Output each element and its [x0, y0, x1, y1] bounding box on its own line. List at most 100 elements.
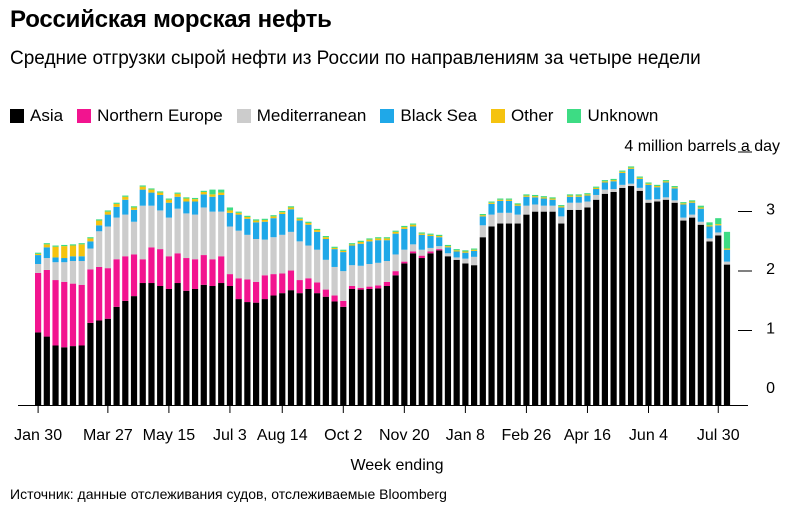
bar-segment: [645, 202, 652, 405]
legend-item: Other: [490, 106, 553, 126]
bar-segment: [209, 286, 216, 405]
bar-segment: [96, 320, 103, 405]
bar-segment: [505, 200, 513, 213]
bar-segment: [253, 239, 260, 282]
legend-swatch: [236, 109, 251, 123]
bar-segment: [671, 200, 678, 203]
bar-segment: [366, 288, 373, 405]
bar-segment: [287, 209, 295, 232]
bar-segment: [584, 195, 591, 202]
bar-segment: [314, 249, 321, 283]
bar-segment: [322, 289, 329, 297]
bar-segment: [261, 218, 268, 220]
bar-segment: [183, 197, 190, 199]
bar-segment: [61, 246, 68, 259]
bar-segment: [279, 214, 286, 235]
x-tick-label: Jul 3: [213, 427, 247, 444]
bar-segment: [331, 295, 338, 302]
bar-segment: [340, 249, 347, 251]
bar-segment: [697, 224, 704, 405]
bar-segment: [96, 225, 103, 232]
bar-segment: [654, 187, 661, 200]
bar-segment: [348, 286, 356, 289]
bar-segment: [287, 290, 295, 405]
bar-segment: [497, 200, 504, 213]
bar-segment: [409, 226, 417, 245]
chart-title: Российская морская нефть: [10, 6, 332, 33]
bar-segment: [43, 336, 50, 405]
bar-segment: [680, 217, 687, 221]
bar-segment: [130, 221, 138, 255]
bar-segment: [174, 192, 181, 194]
bar-segment: [523, 205, 530, 215]
bar-segment: [689, 201, 696, 203]
bar-segment: [593, 199, 600, 405]
bar-segment: [471, 249, 478, 251]
bar-segment: [287, 207, 295, 210]
bar-segment: [383, 238, 390, 241]
bar-segment: [357, 243, 364, 266]
bar-segment: [610, 178, 617, 181]
bar-segment: [261, 299, 268, 405]
bar-segment: [418, 234, 425, 250]
bar-segment: [43, 244, 50, 248]
bar-segment: [331, 266, 338, 296]
bar-segment: [697, 208, 704, 222]
bar-segment: [549, 197, 556, 199]
bar-segment: [87, 237, 94, 239]
bar-segment: [453, 249, 460, 251]
bar-segment: [78, 243, 85, 245]
axes-layer: 0 1 2 3 4 million barrels a day Jan 30 Mar 27 M…: [14, 138, 780, 474]
bar-segment: [69, 256, 77, 262]
bar-segment: [122, 199, 129, 215]
x-tick-label: Nov 20: [379, 427, 430, 444]
bar-segment: [610, 191, 617, 405]
bar-segment: [348, 265, 356, 286]
bar-segment: [61, 262, 68, 282]
bar-segment: [148, 189, 155, 193]
bar-segment: [296, 220, 303, 242]
bar-segment: [593, 194, 600, 200]
bar-segment: [392, 230, 399, 232]
bar-segment: [78, 284, 85, 346]
bar-segment: [69, 283, 77, 347]
bar-segment: [427, 251, 434, 254]
bar-segment: [270, 215, 277, 217]
bar-segment: [218, 189, 225, 193]
bar-segment: [357, 241, 364, 244]
bar-segment: [540, 198, 547, 206]
bar-segment: [662, 197, 670, 200]
legend-item: Unknown: [567, 106, 658, 126]
bar-segment: [113, 306, 120, 405]
bar-segment: [366, 238, 373, 240]
bar-segment: [122, 256, 129, 301]
bar-segment: [488, 202, 495, 204]
bar-segment: [671, 187, 678, 189]
bar-segment: [78, 261, 85, 285]
legend-item: Asia: [10, 106, 63, 126]
bar-segment: [488, 226, 495, 405]
bar-segment: [409, 223, 417, 225]
bar-segment: [348, 244, 356, 246]
bar-segment: [226, 207, 234, 211]
bar-segment: [654, 184, 661, 187]
bar-segment: [523, 214, 530, 405]
y-tick-label: 3: [766, 202, 775, 219]
bar-segment: [532, 197, 539, 205]
bar-segment: [157, 194, 164, 211]
legend-label: Asia: [30, 106, 64, 125]
bar-segment: [488, 201, 495, 203]
bar-segment: [479, 237, 486, 405]
bar-segment: [35, 253, 42, 256]
bar-segment: [523, 196, 530, 206]
bar-segment: [174, 283, 181, 405]
bar-segment: [479, 215, 486, 217]
bar-segment: [575, 209, 582, 405]
bar-segment: [261, 239, 268, 276]
bar-segment: [113, 217, 120, 260]
bar-segment: [671, 202, 678, 405]
bar-segment: [514, 204, 521, 206]
bar-segment: [418, 233, 425, 235]
bar-segment: [453, 259, 460, 405]
bar-segment: [540, 211, 547, 406]
